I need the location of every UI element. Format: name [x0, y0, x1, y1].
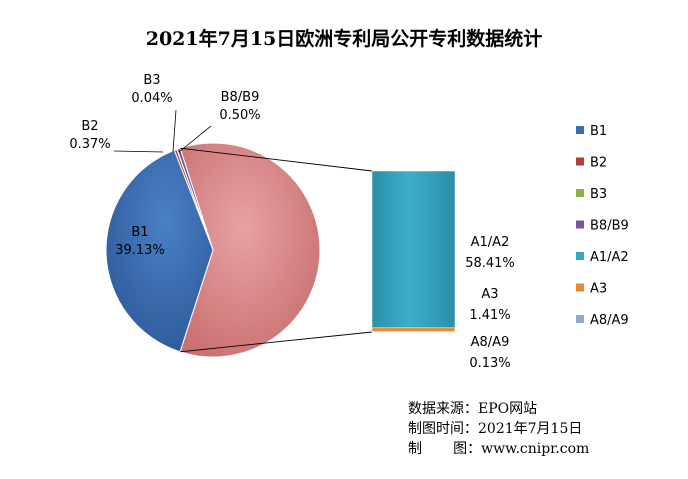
data-labels: B1 39.13% B2 0.37% B3 0.04% B8/B9 0.50% A1/A2 58.…	[69, 73, 514, 371]
chart-title: 2021年7月15日欧洲专利局公开专利数据统计	[146, 27, 543, 50]
legend-label-a1-a2: A1/A2	[590, 250, 629, 265]
legend-swatch-b1	[576, 126, 584, 134]
label-b3-name: B3	[143, 73, 160, 88]
legend-label-a3: A3	[590, 282, 607, 297]
legend-label-a8-a9: A8/A9	[590, 313, 629, 328]
label-b1-name: B1	[131, 225, 148, 240]
legend-swatch-b3	[576, 189, 584, 197]
label-b2-value: 0.37%	[69, 137, 110, 152]
date-line: 制图时间：2021年7月15日	[408, 421, 583, 437]
pie-slice-others	[179, 142, 321, 358]
legend: B1 B2 B3 B8/B9 A1/A2 A3 A8/A9	[576, 124, 629, 328]
legend-swatch-a1-a2	[576, 252, 584, 260]
legend-swatch-a3	[576, 283, 584, 292]
label-a8-a9-name: A8/A9	[471, 335, 510, 350]
legend-label-b3: B3	[590, 187, 607, 202]
legend-swatch-a8-a9	[576, 315, 584, 323]
leader-line-b8-b9	[178, 125, 212, 153]
label-a3-name: A3	[481, 287, 498, 302]
author-line: 制 图：www.cnipr.com	[408, 441, 590, 457]
pie-slice-b1	[105, 149, 214, 353]
stacked-bar	[371, 170, 456, 333]
label-a3-value: 1.41%	[469, 308, 510, 323]
connector-top	[180, 147, 373, 172]
legend-label-b2: B2	[590, 156, 607, 171]
bar-segment-a3	[371, 327, 456, 332]
leader-line-b2	[113, 150, 164, 153]
label-b8-b9-value: 0.50%	[219, 108, 260, 123]
label-b2-name: B2	[81, 119, 98, 134]
legend-swatch-b2	[576, 157, 584, 166]
label-a1-a2-name: A1/A2	[471, 235, 510, 250]
leader-line-b3	[172, 109, 177, 153]
label-a1-a2-value: 58.41%	[465, 256, 515, 271]
legend-swatch-b8-b9	[576, 220, 584, 229]
label-a8-a9-value: 0.13%	[469, 356, 510, 371]
label-b1-value: 39.13%	[115, 243, 165, 258]
source-line: 数据来源：EPO网站	[408, 401, 538, 417]
legend-label-b8-b9: B8/B9	[590, 219, 629, 234]
legend-label-b1: B1	[590, 124, 607, 139]
connector-bottom	[180, 331, 373, 353]
label-b3-value: 0.04%	[131, 91, 172, 106]
bar-segment-a1-a2	[371, 170, 456, 329]
pie	[105, 142, 321, 358]
label-b8-b9-name: B8/B9	[221, 90, 260, 105]
connector-lines	[180, 147, 373, 353]
